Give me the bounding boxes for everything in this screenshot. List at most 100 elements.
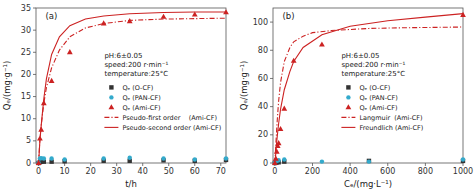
legend-item: Qₑ (O-CF) <box>346 84 390 92</box>
y-tick-label: 30 <box>21 26 31 35</box>
legend: Qₑ (O-CF)Qₑ (PAN-CF)Qₑ (Ami-CF)Pseudo-fi… <box>104 84 221 132</box>
point <box>49 156 53 160</box>
plot-frame <box>36 8 226 163</box>
marks <box>36 9 229 165</box>
scatter-series <box>36 9 229 165</box>
y-tick <box>33 30 36 31</box>
point <box>281 106 287 111</box>
point <box>278 126 284 131</box>
x-tick-label: 200 <box>305 167 320 176</box>
point <box>367 159 371 163</box>
y-tick <box>270 50 273 51</box>
point <box>367 159 371 163</box>
x-tick <box>168 163 169 166</box>
legend-swatch <box>104 127 118 128</box>
point <box>320 159 324 163</box>
point <box>193 157 197 161</box>
y-tick <box>33 52 36 53</box>
point <box>41 100 47 105</box>
annotation-line: temperature:25°C <box>341 70 405 78</box>
x-axis-label: Cₑ/(mg·L⁻¹) <box>344 179 392 189</box>
legend-item: Qₑ (PAN-CF) <box>346 94 398 102</box>
y-tick-label: 100 <box>253 18 268 27</box>
legend-label: Qₑ (O-CF) <box>359 84 390 92</box>
point <box>282 157 286 161</box>
annotation: pH:6±0.05speed:200 r·min⁻¹temperature:25… <box>104 52 168 78</box>
point <box>223 9 229 14</box>
point <box>36 161 40 165</box>
legend-swatch <box>341 127 355 128</box>
panel: 02004006008001000020406080100Cₑ/(mg·L⁻¹)… <box>239 8 473 189</box>
scatter-series <box>36 158 228 166</box>
x-tick-label: 70 <box>216 167 226 176</box>
y-tick <box>270 78 273 79</box>
y-tick-label: 5 <box>26 136 31 145</box>
scatter-series <box>273 159 466 166</box>
point <box>36 161 40 165</box>
legend-label: Pseudo-first order (Ami-CF) <box>122 114 217 122</box>
x-tick <box>350 163 351 166</box>
y-tick <box>33 140 36 141</box>
y-tick <box>270 106 273 107</box>
marks <box>272 12 466 165</box>
x-tick <box>387 163 388 166</box>
x-axis-label: t/h <box>125 179 137 189</box>
point <box>38 127 44 132</box>
figure: 01020304050607005101520253035t/hQₑ/(mg·g… <box>0 0 474 191</box>
x-tick <box>64 163 65 166</box>
y-tick-label: 10 <box>21 114 31 123</box>
legend-item: Qₑ (Ami-CF) <box>109 104 161 112</box>
point <box>49 78 55 83</box>
point <box>461 157 465 161</box>
legend-item: Qₑ (O-CF) <box>109 84 153 92</box>
point <box>161 156 165 160</box>
x-tick-label: 400 <box>342 167 357 176</box>
point <box>224 156 228 160</box>
point <box>101 20 107 25</box>
panel-label: (a) <box>46 11 58 21</box>
axes: 01020304050607005101520253035 <box>21 4 226 176</box>
point <box>127 18 133 23</box>
x-tick <box>463 163 464 166</box>
y-tick-label: 20 <box>258 130 268 139</box>
point <box>62 157 66 161</box>
x-tick-label: 1000 <box>453 167 473 176</box>
fit-line <box>39 12 226 163</box>
point <box>274 149 280 154</box>
x-tick-label: 0 <box>36 167 41 176</box>
legend: Qₑ (O-CF)Qₑ (PAN-CF)Qₑ (Ami-CF)Langmuir … <box>341 84 423 132</box>
legend-label: Pseudo-second order (Ami-CF) <box>122 124 221 132</box>
fit-line <box>275 14 463 163</box>
x-tick-label: 0 <box>272 167 277 176</box>
x-tick-label: 60 <box>190 167 200 176</box>
scatter-series <box>272 12 466 165</box>
y-tick-label: 80 <box>258 46 268 55</box>
y-tick <box>33 163 36 164</box>
y-tick-label: 20 <box>21 70 31 79</box>
point <box>37 135 43 140</box>
legend-swatch <box>109 85 113 89</box>
y-axis-label: Qₑ/(mg·g⁻¹) <box>2 61 12 110</box>
annotation-line: speed:200 r·min⁻¹ <box>104 61 168 69</box>
plot-frame <box>273 8 463 163</box>
x-tick-label: 600 <box>380 167 395 176</box>
x-tick-label: 30 <box>112 167 122 176</box>
y-tick <box>33 118 36 119</box>
legend-swatch <box>346 104 352 109</box>
y-tick <box>270 22 273 23</box>
legend-swatch <box>346 85 350 89</box>
scatter-series <box>36 155 228 165</box>
y-tick <box>33 96 36 97</box>
legend-swatch <box>341 117 355 118</box>
annotation-line: temperature:25°C <box>104 70 168 78</box>
point <box>36 160 42 165</box>
legend-label: Qₑ (PAN-CF) <box>359 94 397 102</box>
annotation-line: speed:200 r·min⁻¹ <box>341 61 405 69</box>
y-tick <box>33 74 36 75</box>
x-tick-label: 800 <box>418 167 433 176</box>
y-tick-label: 35 <box>21 4 31 13</box>
y-tick <box>270 163 273 164</box>
legend-label: Qₑ (O-CF) <box>122 84 153 92</box>
x-tick-label: 20 <box>86 167 96 176</box>
point <box>101 156 105 160</box>
